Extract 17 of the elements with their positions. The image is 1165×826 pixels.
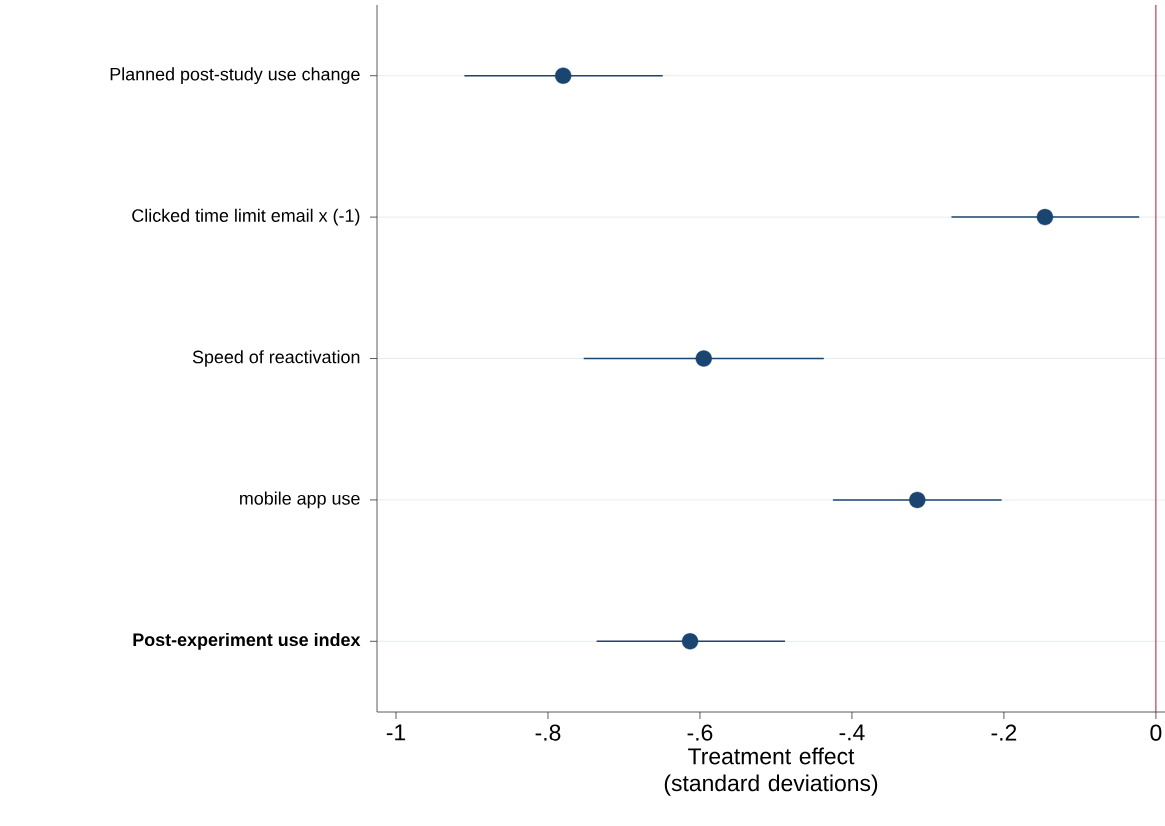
y-tick-label: mobile app use — [240, 491, 360, 509]
point — [681, 633, 699, 650]
x-tick-label: 0 — [1150, 724, 1162, 741]
x-tick-label: -.6 — [687, 724, 713, 741]
x-tick-label: -.4 — [839, 724, 865, 741]
y-tick-label: Planned post-study use change — [110, 67, 360, 85]
x-tick-label: -1 — [386, 724, 406, 741]
x-axis-title: Treatment effect (standard deviations) — [664, 747, 878, 796]
x-tick-label: -.8 — [535, 724, 561, 741]
y-tick-label: Clicked time limit email x (-1) — [132, 208, 360, 226]
x-tick-label: -.2 — [991, 724, 1017, 741]
point — [909, 491, 926, 509]
point — [1036, 208, 1054, 226]
y-tick-label: Post-experiment use index — [133, 632, 361, 650]
point — [554, 67, 572, 84]
y-tick-label: Speed of reactivation — [192, 350, 360, 367]
point — [695, 350, 712, 367]
